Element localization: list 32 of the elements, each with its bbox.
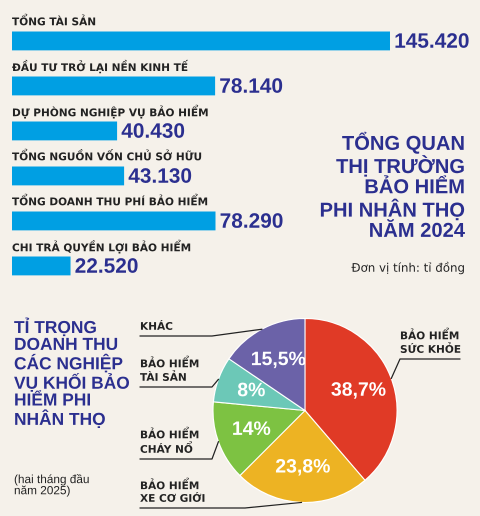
data-label: 23,8% <box>276 458 330 476</box>
bar <box>12 166 124 186</box>
data-label: 38,7% <box>331 382 386 399</box>
y-tick-label: TỔNG NGUỒN VỐN CHỦ SỞ HỮU <box>12 148 202 160</box>
slice-label: BẢO HIỂM SỨC KHỎE <box>400 328 460 353</box>
text: TỔNG QUAN THỊ TRƯỜNG BẢO HIỂM PHI NHÂN THỌ NĂM 2024 <box>320 132 465 238</box>
bar <box>12 256 71 276</box>
data-label: 43.130 <box>128 168 192 183</box>
slice-label: BẢO HIỂM CHÁY NỔ <box>140 426 198 453</box>
slice-label: BẢO HIỂM XE CƠ GIỚI <box>140 478 204 502</box>
data-label: 78.140 <box>220 78 282 93</box>
y-tick-label: CHI TRẢ QUYỀN LỢI BẢO HIỂM <box>12 240 190 254</box>
slice-label: BẢO HIỂM TÀI SẢN <box>140 356 198 381</box>
text: (hai tháng đầu năm 2025) <box>14 474 89 497</box>
data-label: 14% <box>233 421 270 435</box>
data-label: 40.430 <box>122 123 184 138</box>
y-tick-label: TỔNG DOANH THU PHÍ BẢO HIỂM <box>12 194 208 206</box>
data-label: 78.290 <box>220 213 283 228</box>
bar <box>12 212 216 230</box>
y-tick-label: ĐẦU TƯ TRỞ LẠI NỀN KINH TẾ <box>12 60 188 74</box>
slice-label: KHÁC <box>140 320 172 330</box>
data-label: 15,5% <box>252 352 306 368</box>
data-label: 145.420 <box>395 33 469 48</box>
y-tick-label: TỔNG TÀI SẢN <box>12 14 96 26</box>
bar <box>12 76 216 96</box>
y-tick-label: DỰ PHÒNG NGHIỆP VỤ BẢO HIỂM <box>12 104 208 118</box>
text: Đơn vị tính: tỉ đồng <box>351 262 464 274</box>
bar <box>12 32 390 50</box>
data-label: 8% <box>238 382 265 396</box>
text: TỈ TRỌNG DOANH THU CÁC NGHIỆP VỤ KHỐI BẢO HIỂM PHI NHÂN THỌ <box>14 318 130 428</box>
data-label: 22.520 <box>75 258 138 273</box>
bar <box>12 122 118 140</box>
